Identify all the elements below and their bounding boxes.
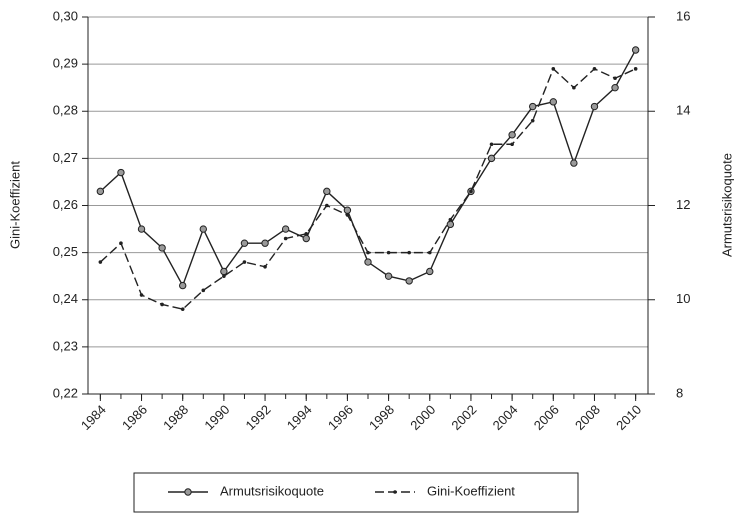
x-tick-label: 1996: [325, 402, 356, 433]
data-point: [325, 203, 329, 208]
y-tick-label: 0,28: [53, 103, 78, 118]
data-point: [508, 131, 516, 139]
legend-marker: [393, 490, 397, 494]
y2-tick-label: 16: [676, 8, 690, 23]
x-tick-label: 1998: [366, 402, 397, 433]
data-point: [570, 159, 578, 167]
legend-box: [133, 472, 579, 513]
y2-tick-label: 14: [676, 103, 690, 118]
data-point: [323, 187, 331, 196]
y2-tick-label: 10: [676, 291, 690, 306]
data-point: [160, 302, 164, 307]
data-point: [345, 213, 350, 217]
data-point: [572, 85, 576, 90]
data-point: [283, 236, 288, 241]
data-point: [242, 260, 247, 264]
y2-axis-title: Armutsrisikoquote: [719, 153, 734, 257]
data-point: [179, 281, 187, 290]
data-point: [366, 250, 370, 255]
x-tick-label: 1994: [284, 402, 315, 433]
data-point: [426, 267, 434, 276]
data-point: [220, 267, 228, 276]
data-point: [407, 250, 411, 255]
data-point: [405, 277, 413, 285]
data-point: [263, 264, 267, 269]
data-point: [611, 83, 619, 92]
data-point: [590, 102, 599, 111]
data-point: [199, 225, 207, 233]
data-point: [96, 187, 105, 196]
data-point: [631, 46, 640, 54]
x-tick-label: 2010: [613, 402, 644, 433]
series-line: [99, 49, 637, 288]
data-point: [119, 241, 123, 245]
data-point: [180, 307, 185, 311]
x-tick-label: 1984: [78, 402, 109, 433]
y-tick-label: 0,29: [53, 56, 78, 71]
data-point: [302, 234, 310, 243]
data-point: [261, 239, 269, 247]
x-tick-label: 1988: [160, 402, 191, 433]
x-tick-label: 1992: [243, 402, 274, 433]
x-tick-label: 1986: [119, 402, 150, 433]
y-tick-label: 0,27: [53, 150, 78, 165]
x-tick-label: 2002: [448, 402, 479, 433]
data-point: [139, 293, 144, 297]
data-point: [427, 250, 432, 255]
y-tick-label: 0,26: [53, 197, 78, 212]
data-point: [489, 142, 494, 147]
x-tick-label: 2008: [572, 402, 603, 433]
y-tick-label: 0,25: [53, 244, 78, 259]
legend-marker: [184, 488, 192, 496]
data-point: [386, 250, 391, 255]
legend-label: Gini-Koeffizient: [427, 483, 515, 498]
x-tick-label: 2004: [490, 402, 521, 433]
y-axis-title: Gini-Koeffizient: [7, 161, 22, 249]
data-point: [487, 154, 496, 163]
data-point: [343, 206, 352, 214]
data-point: [117, 168, 125, 177]
x-tick-label: 1990: [201, 402, 232, 433]
data-point: [592, 67, 597, 71]
data-point: [222, 274, 226, 278]
data-point: [364, 258, 372, 266]
y-tick-label: 0,22: [53, 385, 78, 400]
y2-tick-label: 8: [676, 385, 683, 400]
data-point: [137, 225, 146, 233]
data-point: [549, 98, 557, 106]
data-point: [384, 272, 393, 280]
y2-tick-label: 12: [676, 197, 690, 212]
y-tick-label: 0,24: [53, 291, 78, 306]
data-point: [240, 239, 249, 247]
data-point: [98, 260, 103, 264]
data-point: [281, 225, 290, 233]
legend-label: Armutsrisikoquote: [220, 483, 324, 498]
data-point: [530, 118, 535, 123]
data-point: [448, 217, 453, 222]
x-tick-label: 2006: [531, 402, 562, 433]
data-point: [304, 231, 309, 236]
data-point: [201, 288, 206, 293]
data-point: [633, 67, 638, 71]
data-point: [551, 67, 556, 71]
data-point: [469, 189, 473, 194]
data-point: [446, 220, 455, 229]
y-tick-label: 0,30: [53, 8, 78, 23]
data-point: [510, 142, 514, 147]
y-tick-label: 0,23: [53, 338, 78, 353]
data-point: [613, 76, 617, 81]
data-point: [158, 244, 166, 252]
data-point: [529, 102, 537, 111]
x-tick-label: 2000: [407, 402, 438, 433]
